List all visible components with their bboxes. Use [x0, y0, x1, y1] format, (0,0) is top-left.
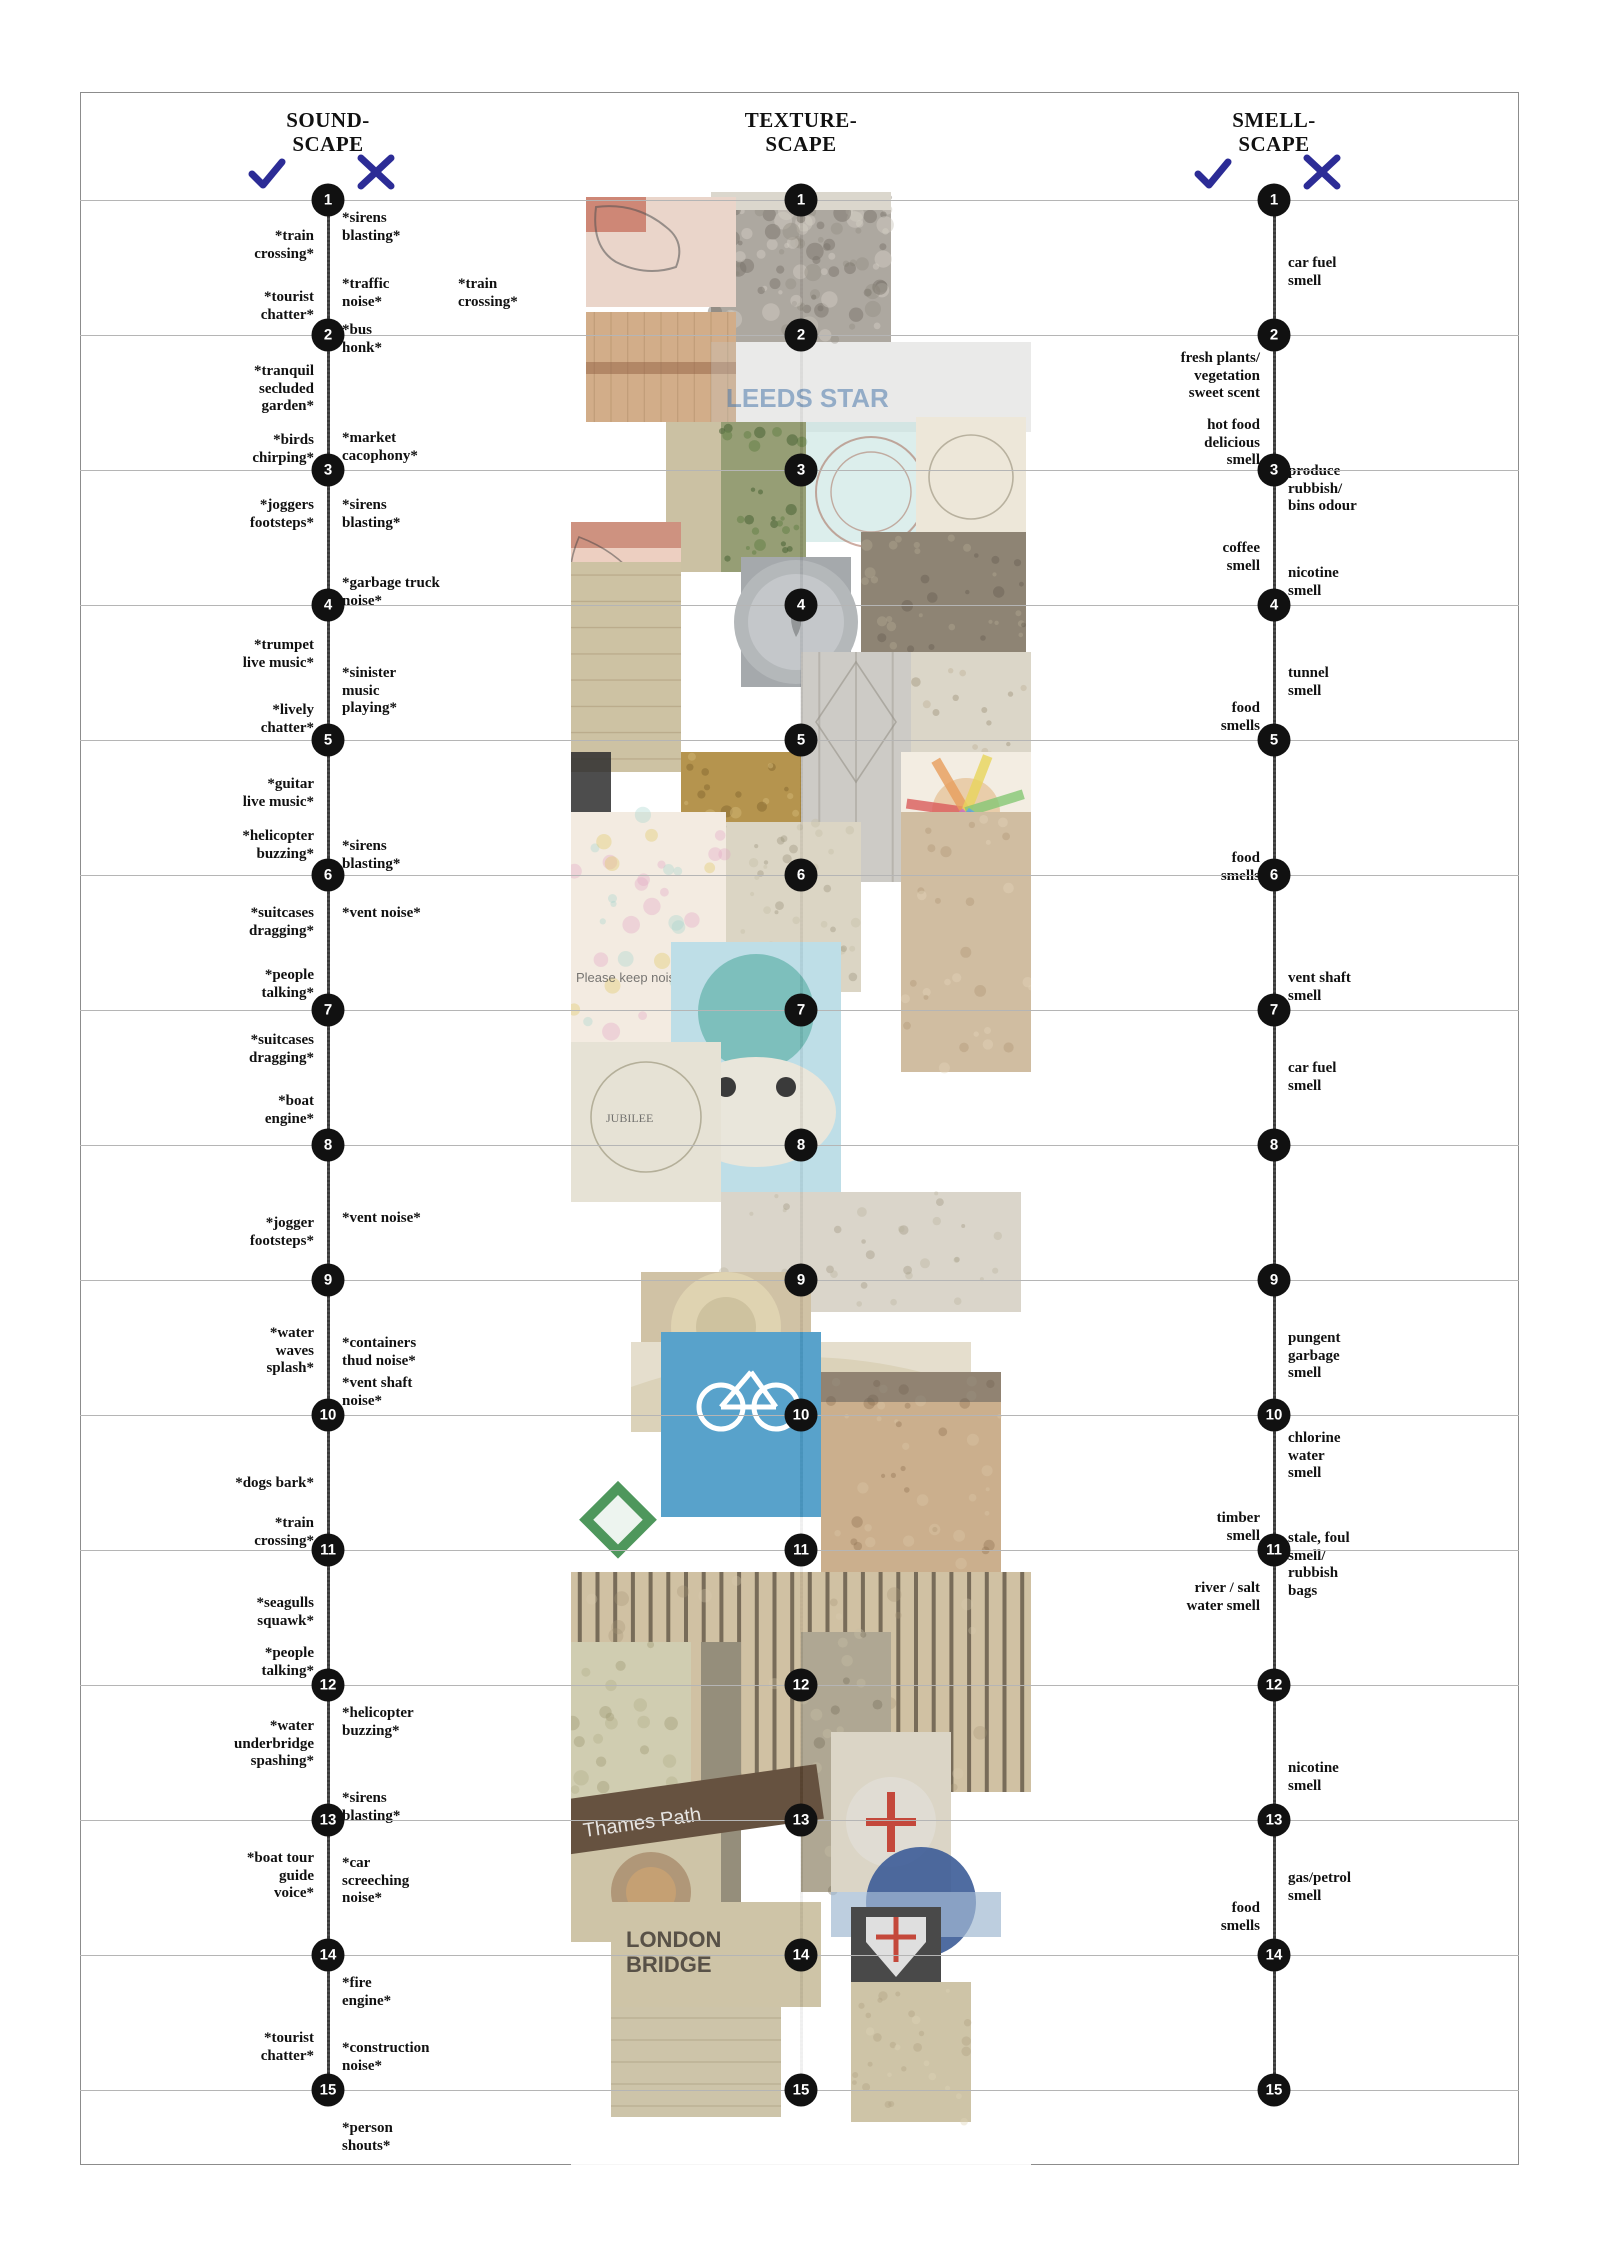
svg-text:LONDON: LONDON	[626, 1927, 721, 1952]
svg-text:JUBILEE: JUBILEE	[606, 1111, 653, 1125]
svg-text:LEEDS STAR: LEEDS STAR	[726, 383, 889, 413]
